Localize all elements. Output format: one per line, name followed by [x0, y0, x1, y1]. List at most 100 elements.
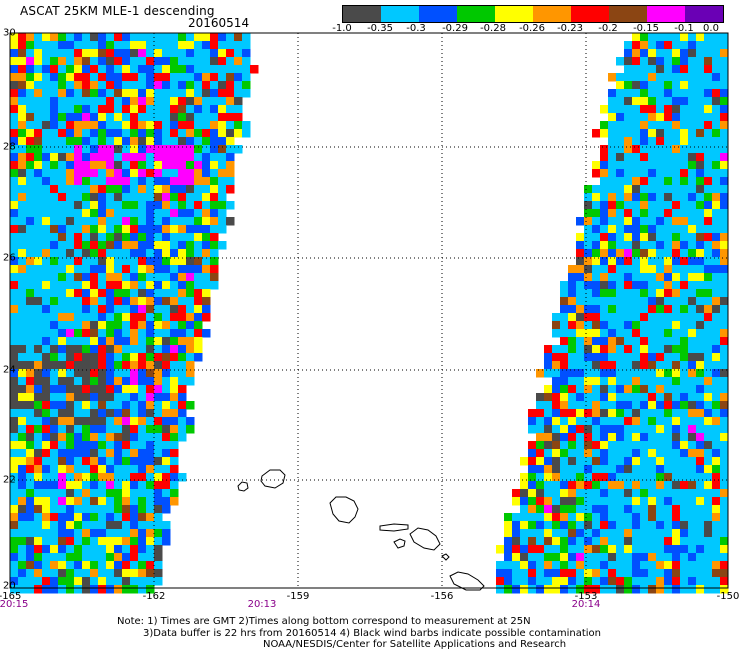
swath-cell [82, 305, 91, 314]
swath-cell [648, 585, 657, 594]
swath-cell [82, 217, 91, 226]
swath-cell [648, 185, 657, 194]
swath-cell [122, 89, 131, 98]
swath-cell [130, 441, 139, 450]
swath-cell [640, 73, 649, 82]
swath-cell [186, 297, 195, 306]
swath-cell [608, 377, 617, 386]
swath-cell [90, 369, 99, 378]
swath-cell [82, 545, 91, 554]
swath-cell [528, 585, 537, 594]
swath-cell [10, 369, 19, 378]
swath-cell [66, 497, 75, 506]
swath-cell [720, 57, 729, 66]
swath-cell [34, 297, 43, 306]
swath-cell [66, 249, 75, 258]
swath-cell [688, 457, 697, 466]
swath-cell [712, 177, 721, 186]
swath-cell [568, 457, 577, 466]
swath-cell [672, 81, 681, 90]
swath-cell [688, 473, 697, 482]
swath-cell [664, 225, 673, 234]
swath-cell [178, 377, 187, 386]
swath-cell [696, 161, 705, 170]
swath-cell [536, 417, 545, 426]
swath-cell [640, 385, 649, 394]
swath-cell [66, 193, 75, 202]
swath-cell [616, 241, 625, 250]
swath-cell [98, 465, 107, 474]
swath-cell [98, 345, 107, 354]
swath-cell [34, 209, 43, 218]
swath-cell [688, 281, 697, 290]
swath-cell [130, 497, 139, 506]
swath-cell [74, 393, 83, 402]
swath-cell [242, 129, 251, 138]
swath-cell [680, 441, 689, 450]
swath-cell [704, 417, 713, 426]
swath-cell [616, 441, 625, 450]
swath-cell [146, 89, 155, 98]
color-scale-swatch [495, 6, 533, 22]
swath-cell [82, 497, 91, 506]
swath-cell [74, 537, 83, 546]
swath-cell [680, 425, 689, 434]
swath-cell [226, 137, 235, 146]
swath-cell [18, 521, 27, 530]
swath-cell [640, 201, 649, 210]
swath-cell [162, 273, 171, 282]
swath-cell [672, 273, 681, 282]
swath-cell [10, 433, 19, 442]
swath-cell [624, 169, 633, 178]
swath-cell [696, 121, 705, 130]
swath-cell [544, 553, 553, 562]
swath-cell [90, 313, 99, 322]
swath-cell [672, 465, 681, 474]
swath-cell [664, 201, 673, 210]
swath-cell [170, 481, 179, 490]
swath-cell [496, 577, 505, 586]
swath-cell [704, 177, 713, 186]
swath-cell [672, 209, 681, 218]
swath-cell [712, 161, 721, 170]
swath-cell [162, 457, 171, 466]
swath-cell [680, 241, 689, 250]
swath-cell [218, 161, 227, 170]
swath-cell [688, 289, 697, 298]
swath-cell [122, 545, 131, 554]
swath-cell [42, 209, 51, 218]
swath-cell [146, 113, 155, 122]
swath-cell [696, 193, 705, 202]
swath-cell [584, 585, 593, 594]
swath-cell [688, 201, 697, 210]
swath-cell [608, 521, 617, 530]
swath-cell [10, 105, 19, 114]
swath-cell [688, 521, 697, 530]
swath-cell [122, 209, 131, 218]
swath-cell [656, 97, 665, 106]
swath-cell [66, 185, 75, 194]
swath-cell [552, 401, 561, 410]
swath-cell [616, 209, 625, 218]
swath-cell [162, 297, 171, 306]
swath-cell [656, 585, 665, 594]
swath-cell [592, 457, 601, 466]
swath-cell [640, 393, 649, 402]
swath-cell [632, 81, 641, 90]
swath-cell [624, 121, 633, 130]
swath-cell [632, 545, 641, 554]
swath-cell [50, 353, 59, 362]
swath-cell [688, 385, 697, 394]
swath-cell [504, 585, 513, 594]
swath-cell [552, 569, 561, 578]
swath-cell [74, 33, 83, 42]
swath-cell [114, 361, 123, 370]
swath-cell [656, 577, 665, 586]
swath-cell [640, 145, 649, 154]
swath-cell [106, 233, 115, 242]
swath-cell [656, 329, 665, 338]
swath-cell [66, 233, 75, 242]
swath-cell [162, 409, 171, 418]
swath-cell [114, 41, 123, 50]
swath-cell [704, 529, 713, 538]
